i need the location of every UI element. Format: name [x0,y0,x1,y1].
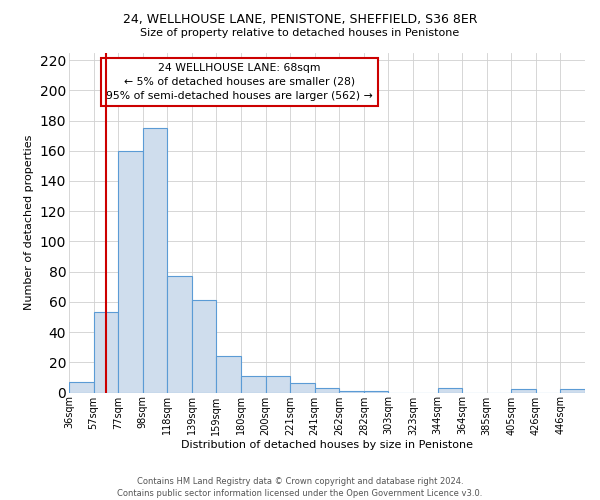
Bar [192,300,217,392]
Y-axis label: Number of detached properties: Number of detached properties [24,135,34,310]
Bar [217,356,241,393]
Bar [511,390,536,392]
Bar [94,312,118,392]
Bar [315,388,339,392]
Bar [118,150,143,392]
Text: 24 WELLHOUSE LANE: 68sqm
← 5% of detached houses are smaller (28)
95% of semi-de: 24 WELLHOUSE LANE: 68sqm ← 5% of detache… [106,62,373,100]
Text: 24, WELLHOUSE LANE, PENISTONE, SHEFFIELD, S36 8ER: 24, WELLHOUSE LANE, PENISTONE, SHEFFIELD… [123,12,477,26]
Bar [339,391,364,392]
Bar [69,382,94,392]
Bar [437,388,462,392]
Bar [560,390,585,392]
Bar [290,384,315,392]
Text: Size of property relative to detached houses in Penistone: Size of property relative to detached ho… [140,28,460,38]
X-axis label: Distribution of detached houses by size in Penistone: Distribution of detached houses by size … [181,440,473,450]
Bar [143,128,167,392]
Bar [167,276,192,392]
Text: Contains HM Land Registry data © Crown copyright and database right 2024.
Contai: Contains HM Land Registry data © Crown c… [118,476,482,498]
Bar [241,376,266,392]
Bar [266,376,290,392]
Bar [364,391,388,392]
